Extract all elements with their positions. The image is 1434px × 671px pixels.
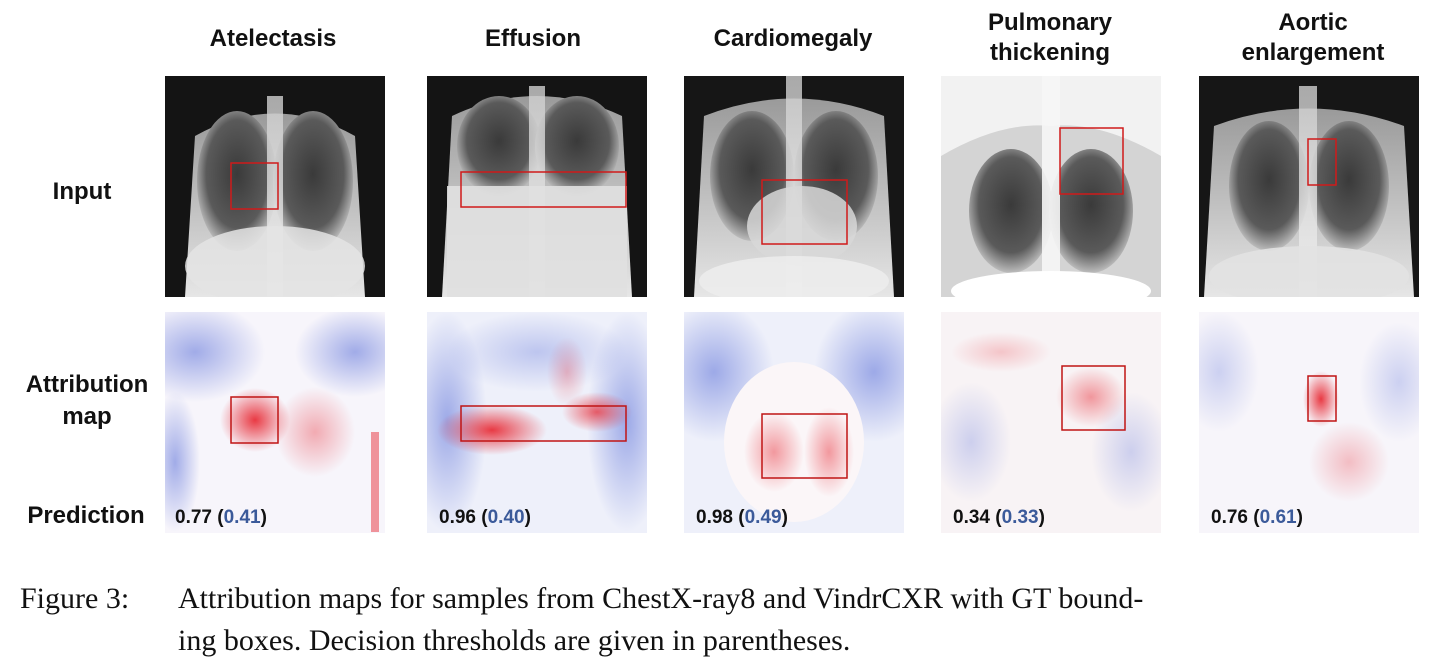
column-title-cardiomegaly: Cardiomegaly xyxy=(713,25,873,52)
xray-image-effusion xyxy=(427,76,647,297)
xray-image-pulmonary-thickening xyxy=(941,76,1161,297)
caption-line-2: ing boxes. Decision thresholds are given… xyxy=(178,624,851,657)
prediction-atelectasis: 0.77 (0.41) xyxy=(175,507,267,528)
prediction-aortic-enlargement: 0.76 (0.61) xyxy=(1211,507,1303,528)
figure-label: Figure 3: xyxy=(20,582,130,615)
column-title-pulmonary-thickening: Pulmonary thickening xyxy=(987,9,1113,66)
column-title-aortic-enlargement: Aortic enlargement xyxy=(1241,9,1385,66)
attribution-map-aortic-enlargement xyxy=(1199,312,1419,533)
threshold-pulmonary-thickening: 0.33 xyxy=(1001,507,1039,528)
row-label-prediction: Prediction xyxy=(27,502,145,529)
xray-image-atelectasis xyxy=(165,76,385,297)
xray-image-cardiomegaly xyxy=(684,76,904,297)
attribution-map-atelectasis xyxy=(165,312,385,533)
attribution-map-pulmonary-thickening xyxy=(941,312,1161,533)
caption-line-1: Attribution maps for samples from ChestX… xyxy=(178,582,1144,615)
threshold-aortic-enlargement: 0.61 xyxy=(1259,507,1297,528)
attribution-map-cardiomegaly xyxy=(684,312,904,533)
figure-caption: Figure 3: Attribution maps for samples fr… xyxy=(20,578,1420,662)
prediction-cardiomegaly: 0.98 (0.49) xyxy=(696,507,788,528)
column-title-effusion: Effusion xyxy=(485,25,581,52)
prediction-effusion: 0.96 (0.40) xyxy=(439,507,531,528)
column-title-atelectasis: Atelectasis xyxy=(209,25,337,52)
threshold-atelectasis: 0.41 xyxy=(223,507,261,528)
attribution-map-effusion xyxy=(427,312,647,533)
threshold-cardiomegaly: 0.49 xyxy=(744,507,782,528)
row-label-attribution-map: Attribution map xyxy=(25,371,149,430)
row-label-input: Input xyxy=(52,178,112,205)
xray-image-aortic-enlargement xyxy=(1199,76,1419,297)
threshold-effusion: 0.40 xyxy=(487,507,525,528)
prediction-pulmonary-thickening: 0.34 (0.33) xyxy=(953,507,1045,528)
